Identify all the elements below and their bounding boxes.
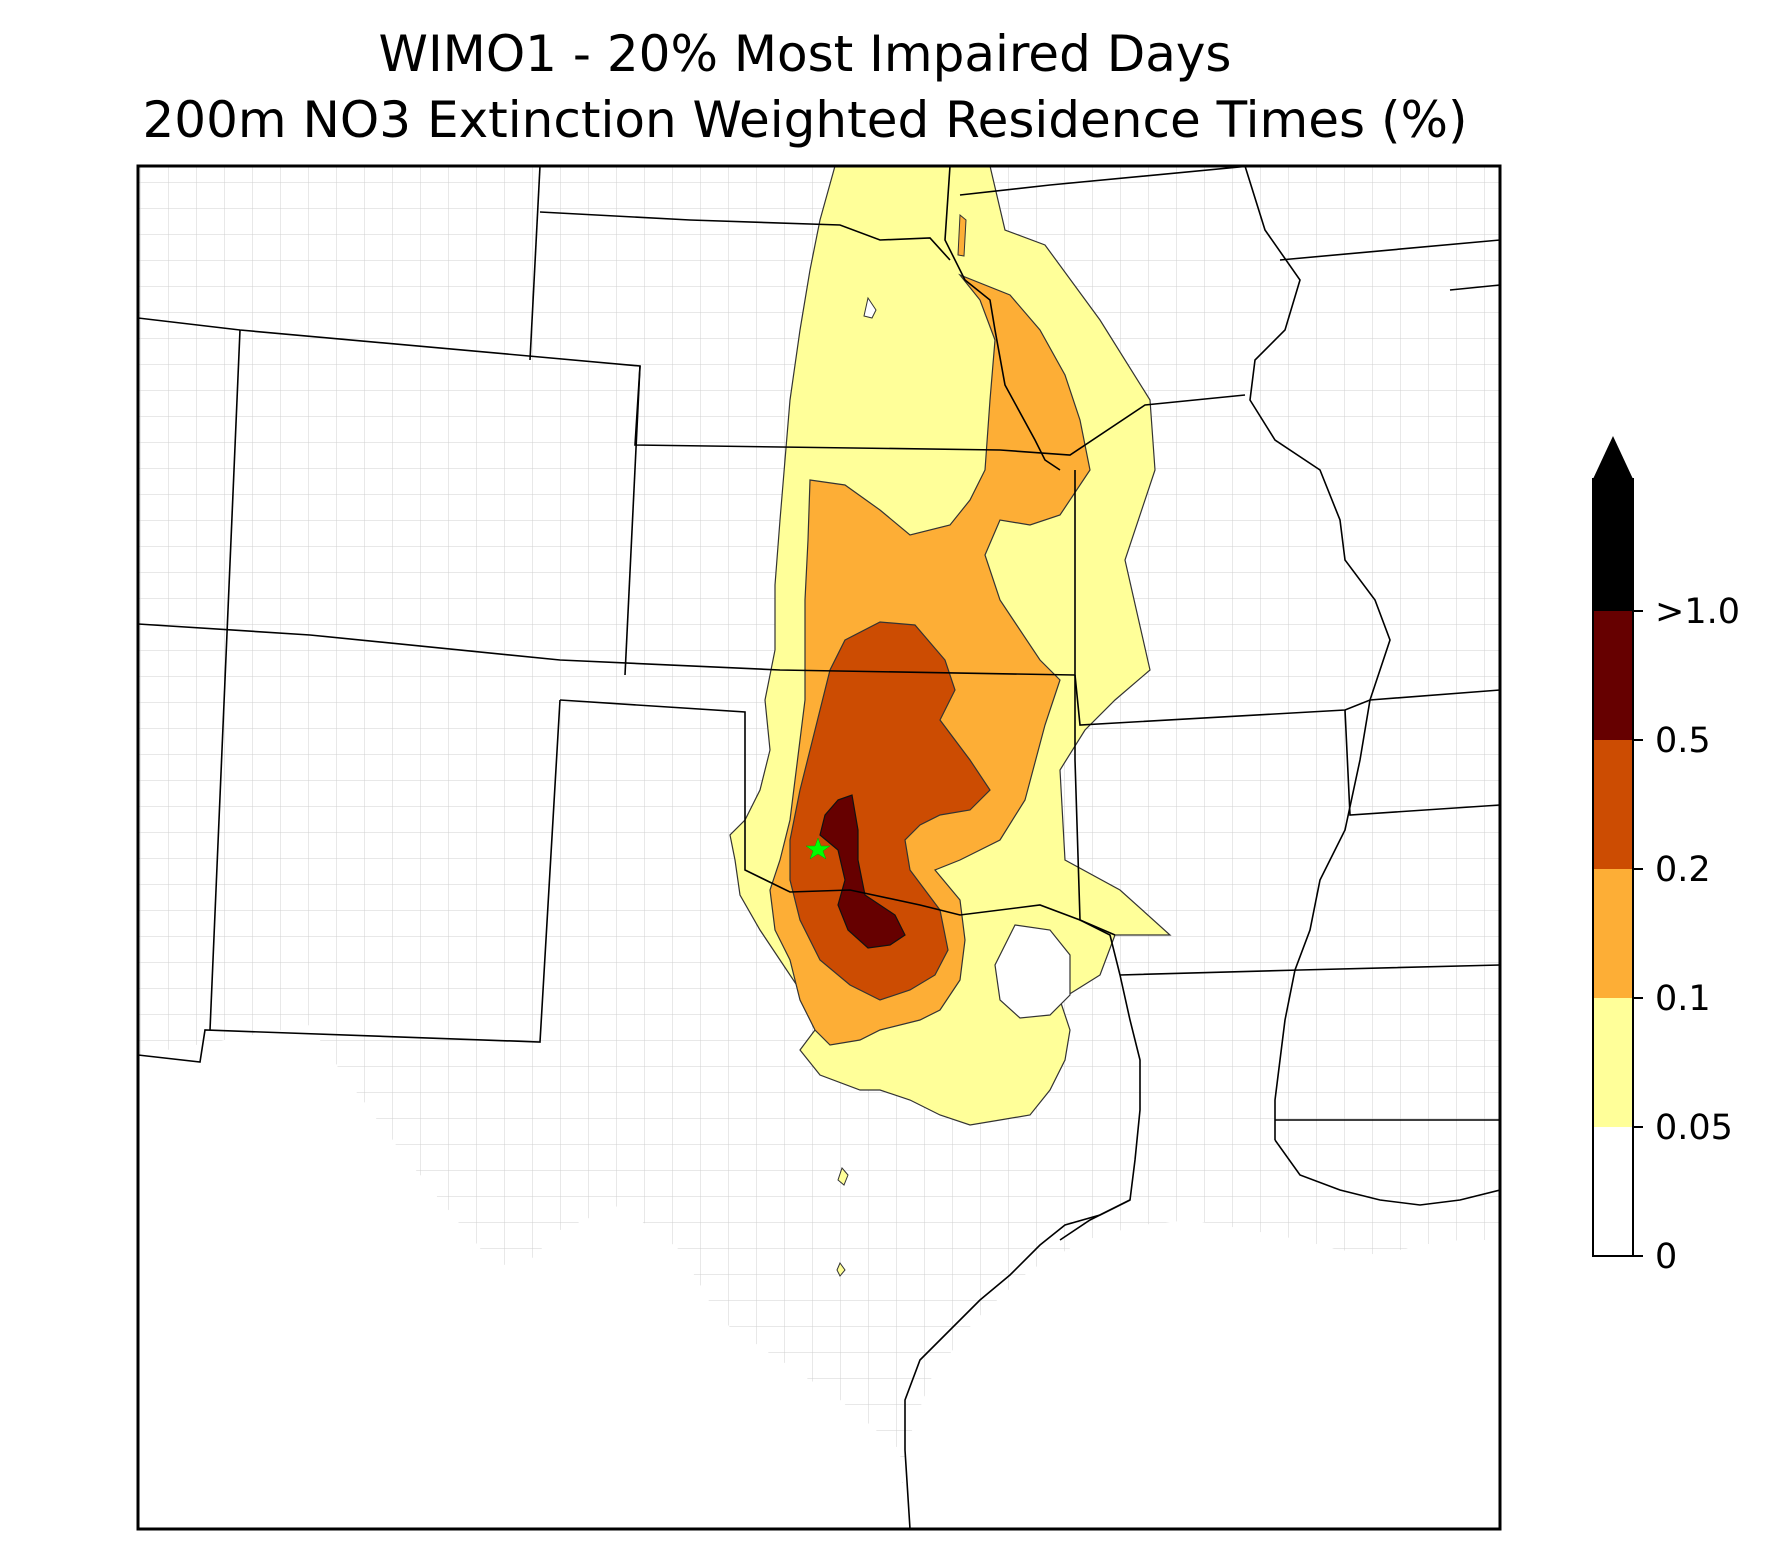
chart-title-line-2: 200m NO3 Extinction Weighted Residence T… — [142, 91, 1468, 149]
colorbar-tick-label: 0.5 — [1655, 721, 1711, 761]
chart-title-line-1: WIMO1 - 20% Most Impaired Days — [378, 25, 1232, 83]
contour-0.5-1.0 — [819, 794, 906, 949]
colorbar-overflow — [1593, 479, 1633, 611]
gulf-water — [900, 1220, 1500, 1529]
colorbar-tick-label: 0.2 — [1655, 850, 1711, 890]
contour-speck-4 — [957, 213, 967, 257]
receptor-star-marker — [805, 837, 831, 860]
colorbar-bin-1 — [1593, 998, 1633, 1127]
contour-speck-2 — [836, 1261, 846, 1277]
colorbar-outline — [1592, 478, 1634, 1257]
colorbar-tick-label: 0 — [1655, 1237, 1677, 1277]
colorbar-bin-3 — [1593, 740, 1633, 869]
colorbar-tick-label: 0.05 — [1655, 1108, 1733, 1148]
colorbar-bin-4 — [1593, 611, 1633, 740]
colorbar-tick-labels: 0 0.05 0.1 0.2 0.5 >1.0 — [1655, 592, 1740, 1277]
colorbar-tick-label: >1.0 — [1655, 592, 1740, 632]
colorbar-bin-0 — [1593, 1127, 1633, 1256]
contour-speck-1 — [837, 1167, 849, 1186]
mexico — [138, 1025, 905, 1529]
colorbar-extend-arrow — [1593, 436, 1633, 479]
map-frame — [136, 164, 1502, 1531]
louisiana-coastline — [1274, 1139, 1500, 1206]
contour-hole — [994, 924, 1071, 1019]
gulf-coastline — [904, 1199, 1131, 1529]
contour-speck-3 — [863, 296, 877, 319]
colorbar-ticks — [1633, 610, 1643, 1257]
colorbar-tick-label: 0.1 — [1655, 979, 1711, 1019]
colorbar-bin-2 — [1593, 869, 1633, 998]
colorbar-bins — [1592, 436, 1634, 1257]
